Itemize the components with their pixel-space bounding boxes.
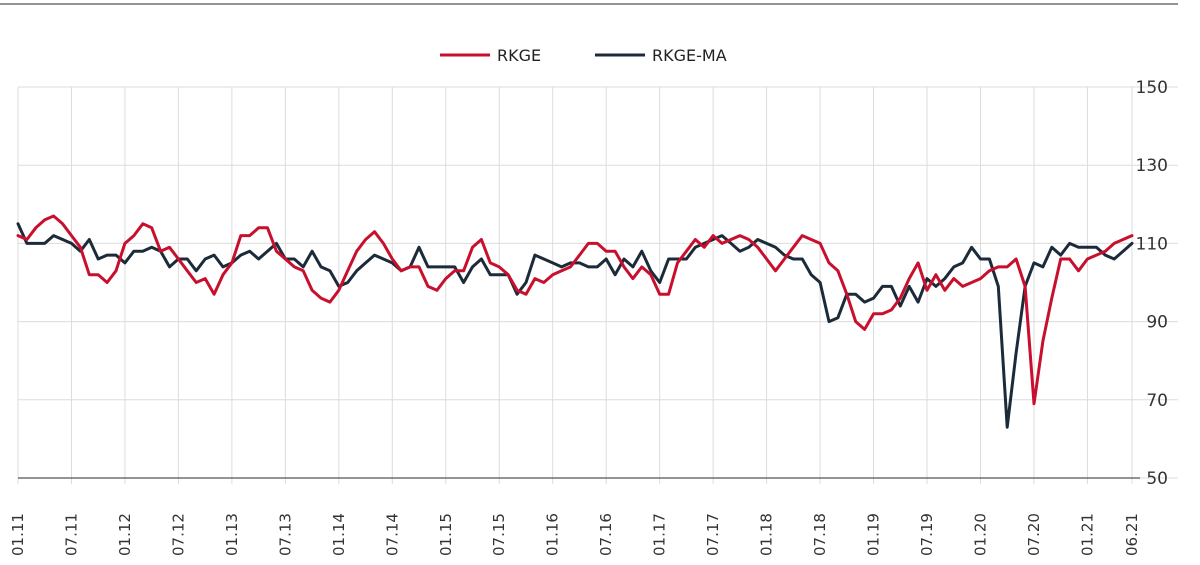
x-tick-label-07.17: 07.17 [704, 513, 722, 556]
y-tick-label-110: 110 [1136, 234, 1168, 254]
x-tick-label-01.13: 01.13 [223, 513, 241, 556]
x-tick-label-07.18: 07.18 [811, 513, 829, 556]
y-tick-label-70: 70 [1146, 391, 1168, 411]
x-axis-ticks: 01.11 07.11 01.12 07.12 01.13 07.13 01.14 07.14… [9, 513, 1141, 556]
y-tick-label-150: 150 [1136, 78, 1168, 98]
x-tick-label-07.11: 07.11 [62, 513, 80, 556]
x-tick-label-01.21: 01.21 [1078, 513, 1096, 556]
x-tick-label-01.16: 01.16 [544, 513, 562, 556]
y-tick-label-130: 130 [1136, 156, 1168, 176]
x-tick-label-01.15: 01.15 [437, 513, 455, 556]
x-tick-label-01.19: 01.19 [865, 513, 883, 556]
gridlines [17, 86, 1178, 484]
legend-label-rkge-ma: RKGE-MA [652, 46, 727, 65]
x-tick-label-01.17: 01.17 [651, 513, 669, 556]
x-tick-label-06.21: 06.21 [1123, 513, 1141, 556]
x-tick-label-07.19: 07.19 [918, 513, 936, 556]
x-tick-label-07.20: 07.20 [1025, 513, 1043, 556]
legend: RKGE RKGE-MA [440, 46, 727, 65]
x-tick-label-01.12: 01.12 [116, 513, 134, 556]
x-tick-label-07.15: 07.15 [490, 513, 508, 556]
y-tick-label-50: 50 [1146, 469, 1168, 489]
x-tick-label-07.16: 07.16 [597, 513, 615, 556]
y-tick-label-90: 90 [1146, 313, 1168, 333]
x-tick-label-07.12: 07.12 [169, 513, 187, 556]
x-tick-label-01.20: 01.20 [971, 513, 989, 556]
x-tick-label-01.14: 01.14 [330, 513, 348, 556]
legend-item-rkge-ma: RKGE-MA [595, 46, 727, 65]
x-tick-label-01.18: 01.18 [758, 513, 776, 556]
series-line-rkge [16, 214, 1134, 406]
x-tick-label-07.13: 07.13 [276, 513, 294, 556]
series-lines [16, 214, 1134, 429]
legend-label-rkge: RKGE [497, 46, 541, 65]
legend-item-rkge: RKGE [440, 46, 541, 65]
x-tick-label-01.11: 01.11 [9, 513, 27, 556]
y-axis-ticks: 50 70 90 110 130 150 [1136, 78, 1168, 489]
series-line-rkge-ma [16, 222, 1134, 429]
x-tick-label-07.14: 07.14 [383, 513, 401, 556]
